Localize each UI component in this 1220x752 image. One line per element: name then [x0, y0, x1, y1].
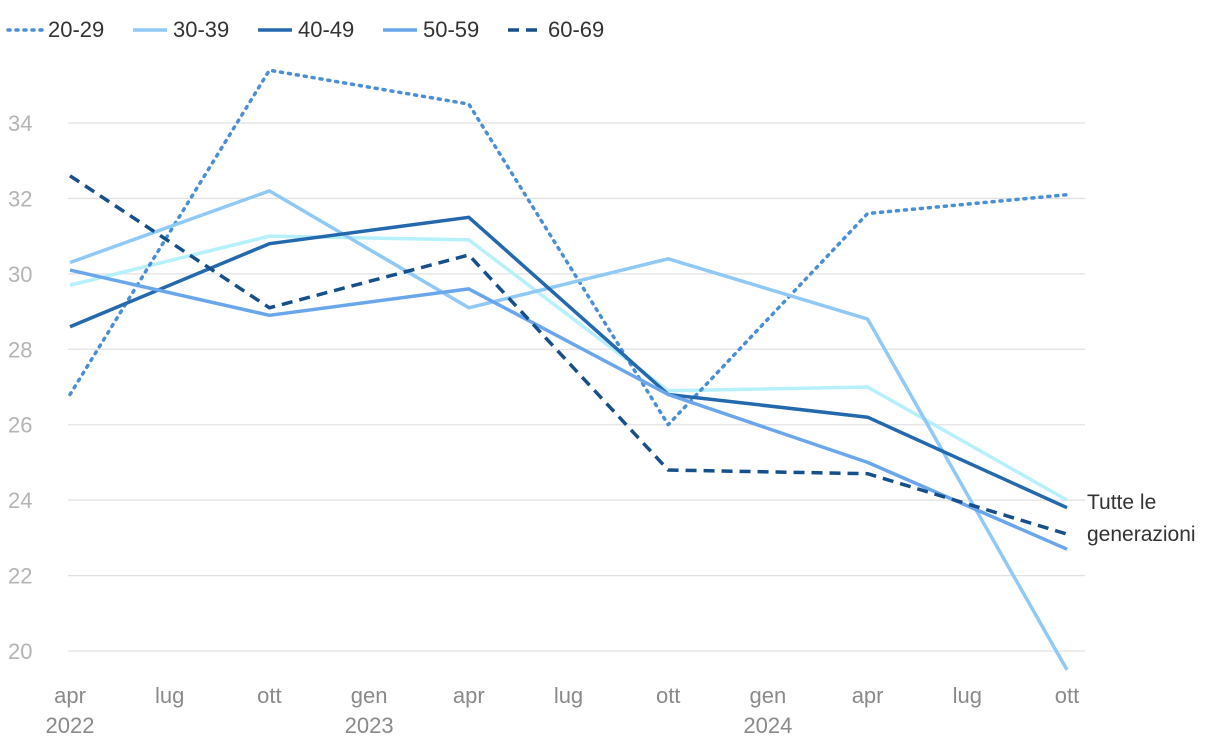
legend: 20-29 30-39 40-49 50-59 60-69 [6, 17, 604, 42]
series-annotation: Tutte le generazioni [1087, 491, 1196, 546]
x-tick-label: lug [953, 683, 982, 708]
y-axis: 20 22 24 26 28 30 32 34 [8, 111, 32, 664]
x-tick-label: lug [554, 683, 583, 708]
y-tick-label: 30 [8, 262, 32, 287]
legend-label: 60-69 [548, 17, 604, 42]
series-line-tutte-le-generazioni [69, 234, 1068, 502]
x-tick-label: gen [351, 683, 388, 708]
series-line-30-39 [69, 189, 1069, 671]
legend-label: 50-59 [423, 17, 479, 42]
y-tick-label: 24 [8, 488, 32, 513]
y-tick-label: 34 [8, 111, 32, 136]
series-line-60-69 [69, 174, 1068, 536]
x-tick-year-label: 2023 [345, 713, 394, 738]
series-line-50-59 [69, 268, 1068, 551]
x-tick-label: ott [656, 683, 680, 708]
y-tick-label: 26 [8, 413, 32, 438]
x-tick-label: gen [750, 683, 787, 708]
x-tick-label: lug [155, 683, 184, 708]
y-tick-label: 32 [8, 186, 32, 211]
x-tick-label: apr [852, 683, 884, 708]
x-axis: apr 2022 lug ott gen 2023 apr lug ott gen 2024 apr l… [46, 683, 1080, 738]
series-lines [68, 68, 1069, 671]
x-tick-label: ott [257, 683, 281, 708]
x-tick-label: apr [453, 683, 485, 708]
series-line-20-29 [68, 68, 1069, 427]
series-annotation-label: generazioni [1087, 523, 1196, 546]
series-annotation-label: Tutte le [1087, 491, 1156, 514]
legend-label: 30-39 [173, 17, 229, 42]
y-tick-label: 22 [8, 564, 32, 589]
x-tick-label: ott [1055, 683, 1079, 708]
x-tick-label: apr [54, 683, 86, 708]
grid-lines [68, 122, 1085, 652]
legend-label: 40-49 [298, 17, 354, 42]
y-tick-label: 28 [8, 337, 32, 362]
legend-label: 20-29 [48, 17, 104, 42]
x-tick-year-label: 2022 [46, 713, 95, 738]
y-tick-label: 20 [8, 639, 32, 664]
x-tick-year-label: 2024 [743, 713, 792, 738]
series-line-40-49 [69, 215, 1068, 510]
